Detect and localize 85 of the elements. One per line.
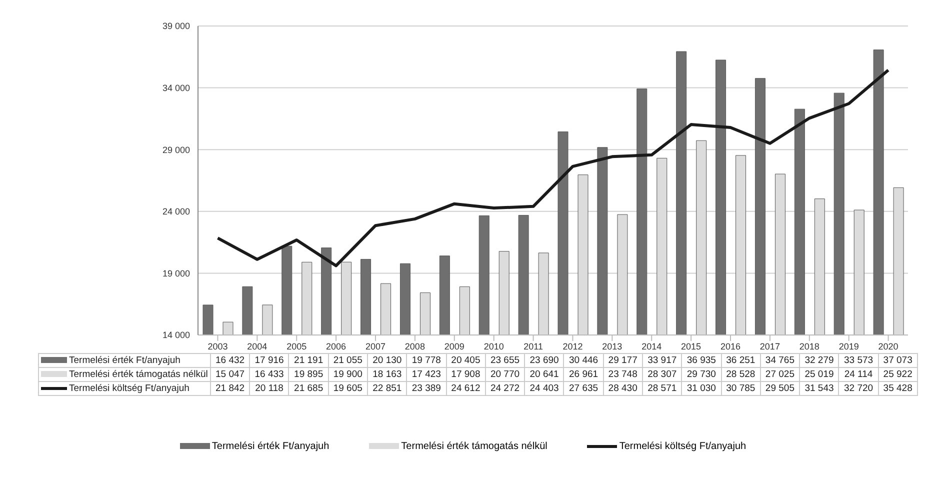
data-label: 23 748 bbox=[603, 368, 642, 382]
data-label: 29 505 bbox=[760, 382, 800, 396]
data-label: 21 842 bbox=[210, 382, 250, 396]
data-label: 20 118 bbox=[250, 382, 289, 396]
data-label: 21 685 bbox=[288, 382, 328, 396]
data-label: 24 272 bbox=[485, 382, 525, 396]
line-series bbox=[216, 68, 890, 268]
x-tick-label: 2004 bbox=[247, 341, 268, 352]
data-label: 28 430 bbox=[603, 382, 642, 396]
data-label: 28 571 bbox=[642, 382, 682, 396]
data-label: 19 895 bbox=[288, 368, 328, 382]
x-tick-label: 2008 bbox=[404, 341, 425, 352]
data-label: 24 612 bbox=[446, 382, 486, 396]
legend-label: Termelési költség Ft/anyajuh bbox=[38, 382, 210, 396]
data-label: 16 433 bbox=[250, 368, 289, 382]
x-tick-label: 2019 bbox=[838, 341, 859, 352]
x-tick-label: 2016 bbox=[720, 341, 741, 352]
data-label: 31 543 bbox=[800, 382, 839, 396]
x-tick-label: 2015 bbox=[681, 341, 702, 352]
text: Termelési költség Ft/anyajuh bbox=[619, 441, 746, 452]
legend-label: Termelési érték Ft/anyajuh bbox=[38, 354, 210, 368]
data-label: 20 130 bbox=[368, 354, 407, 368]
data-label: 16 432 bbox=[210, 354, 250, 368]
data-label: 17 423 bbox=[406, 368, 446, 382]
x-tick-label: 2007 bbox=[365, 341, 386, 352]
x-tick-label: 2010 bbox=[484, 341, 504, 352]
data-label: 19 778 bbox=[406, 354, 446, 368]
data-label: 20 770 bbox=[485, 368, 525, 382]
data-label: 28 307 bbox=[642, 368, 682, 382]
x-tick-label: 2011 bbox=[524, 341, 543, 352]
x-tick-label: 2018 bbox=[799, 341, 820, 352]
data-label: 30 785 bbox=[721, 382, 760, 396]
x-tick-label: 2006 bbox=[326, 341, 346, 352]
data-label: 23 389 bbox=[406, 382, 446, 396]
data-label: 25 019 bbox=[800, 368, 839, 382]
data-label: 19 900 bbox=[328, 368, 368, 382]
data-label: 36 935 bbox=[682, 354, 722, 368]
data-label: 37 073 bbox=[878, 354, 918, 368]
text: Termelési érték Ft/anyajuh bbox=[212, 441, 330, 452]
data-label: 30 446 bbox=[564, 354, 604, 368]
data-label: 33 573 bbox=[838, 354, 878, 368]
x-tick-label: 2020 bbox=[878, 341, 898, 352]
data-label: 21 055 bbox=[328, 354, 368, 368]
data-label: 25 922 bbox=[878, 368, 918, 382]
data-label: 22 851 bbox=[368, 382, 407, 396]
text: Termelési érték támogatás nélkül bbox=[401, 441, 548, 452]
x-tick-label: 2017 bbox=[760, 341, 780, 352]
data-label: 18 163 bbox=[368, 368, 407, 382]
data-label: 24 114 bbox=[838, 368, 878, 382]
x-tick-label: 2014 bbox=[642, 341, 662, 352]
x-tick-label: 2003 bbox=[208, 341, 228, 352]
data-label: 21 191 bbox=[288, 354, 328, 368]
data-label: 29 730 bbox=[682, 368, 722, 382]
legend-label: Termelési érték támogatás nélkül bbox=[38, 368, 210, 382]
y-tick-label: 34 000 bbox=[162, 82, 190, 93]
y-tick-label: 24 000 bbox=[162, 206, 190, 217]
data-label: 20 405 bbox=[446, 354, 486, 368]
y-tick-label: 39 000 bbox=[162, 21, 190, 32]
data-label: 23 655 bbox=[485, 354, 525, 368]
data-label: 32 720 bbox=[838, 382, 878, 396]
data-label: 34 765 bbox=[760, 354, 800, 368]
data-label: 17 908 bbox=[446, 368, 486, 382]
data-label: 36 251 bbox=[721, 354, 760, 368]
x-tick-label: 2013 bbox=[602, 341, 622, 352]
x-tick-label: 2012 bbox=[562, 341, 583, 352]
data-label: 29 177 bbox=[603, 354, 642, 368]
y-tick-label: 14 000 bbox=[162, 330, 190, 340]
data-label: 19 605 bbox=[328, 382, 368, 396]
x-tick-label: 2009 bbox=[444, 341, 464, 352]
data-label: 15 047 bbox=[210, 368, 250, 382]
data-label: 17 916 bbox=[250, 354, 289, 368]
y-tick-label: 29 000 bbox=[162, 144, 190, 155]
data-label: 31 030 bbox=[682, 382, 722, 396]
x-tick-label: 2005 bbox=[286, 341, 307, 352]
data-label: 27 025 bbox=[760, 368, 800, 382]
data-label: 26 961 bbox=[564, 368, 604, 382]
data-label: 28 528 bbox=[721, 368, 760, 382]
data-label: 24 403 bbox=[524, 382, 564, 396]
data-label: 32 279 bbox=[800, 354, 839, 368]
data-label: 35 428 bbox=[878, 382, 918, 396]
data-label: 23 690 bbox=[524, 354, 564, 368]
data-label: 33 917 bbox=[642, 354, 682, 368]
data-label: 20 641 bbox=[524, 368, 564, 382]
data-label: 27 635 bbox=[564, 382, 604, 396]
y-tick-label: 19 000 bbox=[162, 268, 190, 278]
